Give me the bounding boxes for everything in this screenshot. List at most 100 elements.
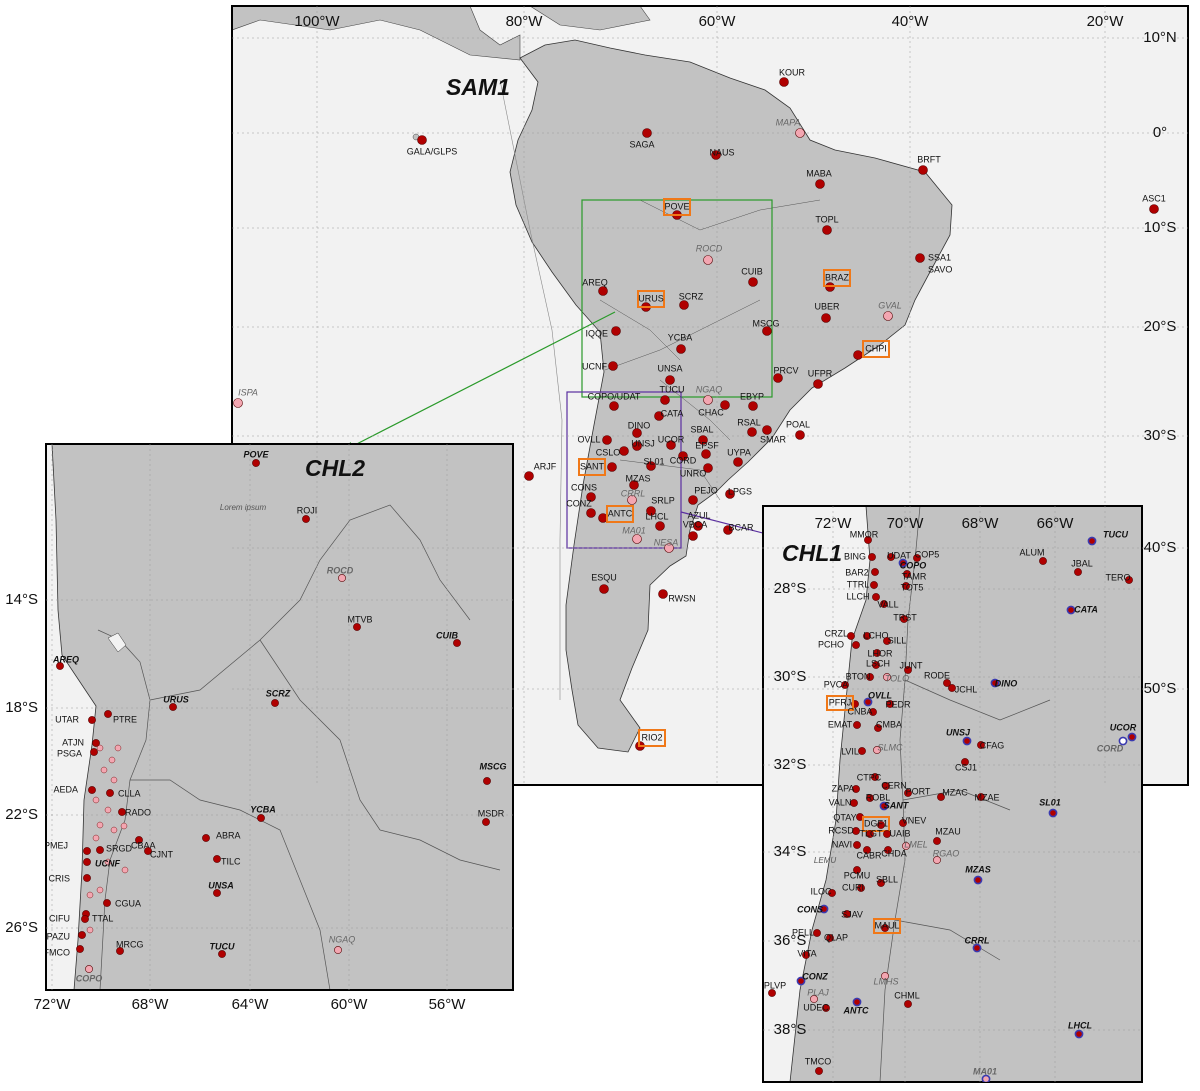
lon-label: 68°W <box>962 515 1000 532</box>
station-label: MRCG <box>116 939 144 949</box>
station-dot <box>884 846 892 854</box>
place-label: SAVO <box>928 264 952 274</box>
station-dot <box>121 866 129 874</box>
station-label: CHML <box>894 990 920 1000</box>
station-dot <box>483 777 491 785</box>
station-dot <box>654 411 664 421</box>
station-label: POVE <box>664 201 689 211</box>
lon-label: 70°W <box>887 515 925 532</box>
station-label: RGAO <box>933 848 960 858</box>
station-dot <box>92 834 100 842</box>
station-dot <box>116 947 124 955</box>
station-label: POVE <box>243 449 269 459</box>
station-dot <box>863 632 871 640</box>
station-dot <box>1066 605 1076 615</box>
station-label: CONZ <box>802 971 828 981</box>
station-label: MAPA <box>776 117 801 127</box>
station-label: VALN <box>829 797 852 807</box>
station-dot <box>703 395 713 405</box>
station-label: VBCA <box>683 519 708 529</box>
station-label: CRZL <box>824 628 848 638</box>
station-label: ROBL <box>866 792 891 802</box>
station-label: PRCV <box>773 365 798 375</box>
station-label: CORD <box>1097 743 1124 753</box>
station-dot <box>1048 808 1058 818</box>
station-label: VNEV <box>902 815 927 825</box>
station-dot <box>693 521 703 531</box>
station-dot <box>92 739 100 747</box>
station-dot <box>918 165 928 175</box>
station-label: CFAG <box>980 740 1005 750</box>
station-label: LPGS <box>728 486 752 496</box>
station-dot <box>96 821 104 829</box>
station-label: KOUR <box>779 67 806 77</box>
station-dot <box>56 662 64 670</box>
station-dot <box>852 785 860 793</box>
station-label: LHOR <box>867 648 893 658</box>
station-dot <box>747 427 757 437</box>
station-dot <box>1074 568 1082 576</box>
lon-label: 20°W <box>1087 13 1125 30</box>
station-label: ILOC <box>810 886 832 896</box>
lat-label: 34°S <box>774 843 807 860</box>
station-dot <box>703 255 713 265</box>
lon-label: 80°W <box>506 13 544 30</box>
station-dot <box>973 875 983 885</box>
chl1-frame <box>762 505 1143 1083</box>
station-dot <box>802 951 810 959</box>
station-dot <box>110 776 118 784</box>
station-label: CTPC <box>857 772 882 782</box>
station-dot <box>144 847 152 855</box>
station-box <box>823 269 851 287</box>
station-dot <box>819 904 829 914</box>
station-label: ISPA <box>238 387 258 397</box>
station-label: LHCL <box>645 511 668 521</box>
station-label: ARJF <box>534 461 557 471</box>
station-dot <box>773 373 783 383</box>
lat-label: 22°S <box>5 806 38 823</box>
station-dot <box>873 649 881 657</box>
station-dot <box>599 584 609 594</box>
station-dot <box>883 311 893 321</box>
station-dot <box>118 808 126 816</box>
station-label: DINO <box>995 678 1018 688</box>
station-dot <box>873 746 881 754</box>
station-label: EMAT <box>828 719 853 729</box>
station-label: UCOR <box>1110 722 1137 732</box>
station-dot <box>646 506 656 516</box>
station-dot <box>96 846 104 854</box>
station-label: TTRL <box>847 579 870 589</box>
station-label: TERO <box>1105 572 1130 582</box>
station-dot <box>678 451 688 461</box>
station-label: COPO <box>76 973 103 983</box>
station-dot <box>257 814 265 822</box>
station-dot <box>915 253 925 263</box>
station-dot <box>632 428 642 438</box>
station-label: UTAR <box>55 714 79 724</box>
station-dot <box>703 463 713 473</box>
station-dot <box>883 673 891 681</box>
station-label: BCAR <box>728 522 754 532</box>
station-dot <box>871 773 879 781</box>
station-label: TMCO <box>805 1056 832 1066</box>
station-dot <box>733 457 743 467</box>
station-dot <box>815 179 825 189</box>
station-label: BTON <box>846 671 871 681</box>
station-label: MTVB <box>347 614 372 624</box>
station-dot <box>86 891 94 899</box>
station-dot <box>828 889 836 897</box>
station-dot <box>813 929 821 937</box>
station-label: CRRL <box>621 488 646 498</box>
station-label: UDEC <box>803 1002 829 1012</box>
station-label: VITA <box>797 948 816 958</box>
station-label: LLCH <box>846 591 869 601</box>
station-label: AREQ <box>52 654 79 664</box>
station-label: UNSJ <box>631 438 655 448</box>
station-label: CHPI <box>865 343 887 353</box>
station-label: RCSD <box>828 825 854 835</box>
station-label: TILC <box>221 856 241 866</box>
station-label: MZAS <box>965 864 991 874</box>
station-label: SL01 <box>1039 797 1061 807</box>
station-label: MABA <box>806 168 832 178</box>
lat-label: 28°S <box>774 580 807 597</box>
